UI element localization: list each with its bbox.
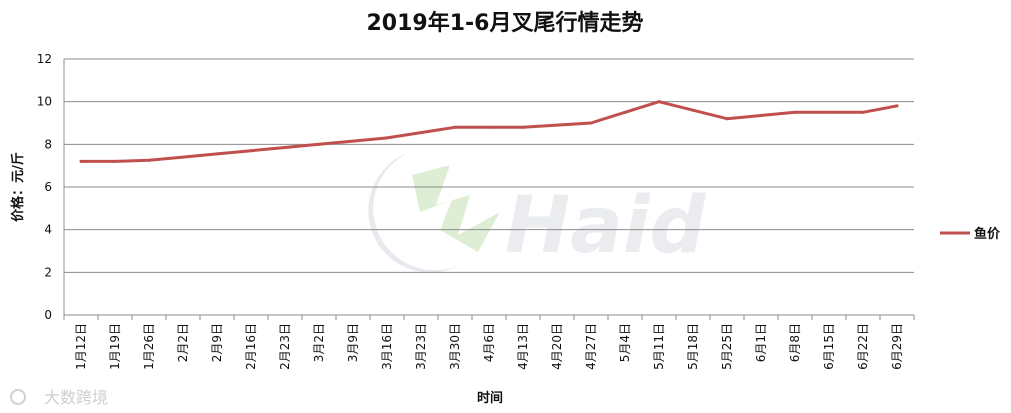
- data-point: [79, 159, 83, 163]
- data-point: [453, 125, 457, 129]
- x-tick-label: 6月15日: [822, 323, 836, 370]
- x-tick-label: 3月30日: [448, 323, 462, 370]
- x-tick-label: 2月9日: [210, 323, 224, 362]
- data-point: [691, 108, 695, 112]
- data-point: [793, 110, 797, 114]
- data-point: [861, 110, 865, 114]
- data-point: [521, 125, 525, 129]
- x-tick-label: 5月11日: [652, 323, 666, 370]
- data-point: [895, 104, 899, 108]
- data-point: [147, 158, 151, 162]
- x-tick-label: 3月23日: [414, 323, 428, 370]
- data-point: [283, 146, 287, 150]
- data-point: [113, 159, 117, 163]
- legend-label: 鱼价: [974, 226, 1001, 242]
- x-tick-label: 3月16日: [380, 323, 394, 370]
- data-point: [487, 125, 491, 129]
- x-tick-label: 1月26日: [142, 323, 156, 370]
- data-point: [249, 149, 253, 153]
- x-tick-label: 1月19日: [108, 323, 122, 370]
- data-point: [181, 155, 185, 159]
- y-tick-label: 8: [44, 137, 52, 151]
- y-tick-label: 6: [44, 180, 52, 194]
- x-axis-ticks: 1月12日 1月19日 1月26日 2月2日 2月9日 2月16日 2月23日 3月2日 3月9…: [63, 315, 915, 370]
- y-axis-ticks: 0 2 4 6 8 10 12: [37, 52, 52, 322]
- data-point: [827, 110, 831, 114]
- x-tick-label: 4月20日: [550, 323, 564, 370]
- x-tick-label: 1月12日: [74, 323, 88, 370]
- data-point: [317, 142, 321, 146]
- x-tick-label: 6月29日: [890, 323, 904, 370]
- y-tick-label: 2: [44, 265, 52, 279]
- data-point: [657, 100, 661, 104]
- x-tick-label: 4月6日: [482, 323, 496, 362]
- x-tick-label: 5月25日: [720, 323, 734, 370]
- gridlines: [63, 58, 914, 316]
- y-tick-label: 12: [37, 52, 52, 66]
- data-point: [555, 123, 559, 127]
- x-tick-label: 6月1日: [754, 323, 768, 362]
- watermark-leaf-icon: [412, 165, 500, 252]
- x-tick-label: 5月18日: [686, 323, 700, 370]
- x-axis-label: 时间: [477, 390, 503, 406]
- source-watermark-text: 大数跨境: [44, 388, 108, 407]
- x-tick-label: 6月22日: [856, 323, 870, 370]
- legend: 鱼价: [940, 226, 1001, 242]
- x-tick-label: 2月16日: [244, 323, 258, 370]
- y-tick-label: 0: [44, 308, 52, 322]
- data-point: [725, 117, 729, 121]
- data-point: [351, 139, 355, 143]
- data-point: [759, 114, 763, 118]
- x-tick-label: 4月27日: [584, 323, 598, 370]
- watermark-logo: Haid: [368, 152, 707, 273]
- data-point: [589, 121, 593, 125]
- chart-title: 2019年1-6月叉尾行情走势: [367, 10, 644, 36]
- data-point: [215, 152, 219, 156]
- series-lines: [79, 100, 899, 163]
- x-tick-label: 2月2日: [176, 323, 190, 362]
- x-tick-label: 2月23日: [278, 323, 292, 370]
- x-tick-label: 4月13日: [516, 323, 530, 370]
- data-point: [419, 131, 423, 135]
- x-tick-label: 3月9日: [346, 323, 360, 362]
- y-tick-label: 10: [37, 95, 52, 109]
- data-point: [385, 136, 389, 140]
- x-tick-label: 3月2日: [312, 323, 326, 362]
- series-line-0: [79, 100, 899, 163]
- y-tick-label: 4: [44, 223, 52, 237]
- x-tick-label: 6月8日: [788, 323, 802, 362]
- source-logo-icon: [10, 389, 26, 405]
- data-point: [623, 110, 627, 114]
- source-watermark: 大数跨境: [10, 388, 108, 407]
- watermark-logo-text: Haid: [505, 181, 707, 271]
- y-axis-label: 价格：元/斤: [10, 152, 26, 222]
- x-tick-label: 5月4日: [618, 323, 632, 362]
